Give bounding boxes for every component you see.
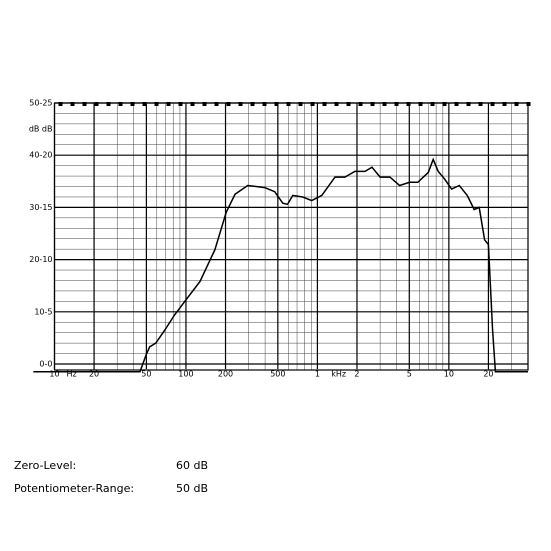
paper-mark bbox=[394, 102, 399, 106]
response-curve bbox=[33, 157, 528, 373]
paper-mark bbox=[274, 102, 279, 106]
paper-mark bbox=[178, 102, 183, 106]
x-tick-label: 100 bbox=[178, 370, 193, 379]
x-tick-label: 10 bbox=[444, 370, 454, 379]
x-unit: Hz bbox=[67, 370, 77, 379]
range-label: Potentiometer-Range: bbox=[14, 482, 135, 495]
paper-mark bbox=[82, 102, 87, 106]
paper-mark bbox=[514, 102, 519, 106]
paper-mark bbox=[286, 102, 291, 106]
paper-mark bbox=[406, 102, 411, 106]
x-tick-label: 20 bbox=[89, 370, 99, 379]
paper-mark bbox=[226, 102, 231, 106]
paper-mark bbox=[370, 102, 375, 106]
paper-mark bbox=[466, 102, 471, 106]
x-tick-label: 2 bbox=[354, 370, 359, 379]
paper-mark bbox=[442, 102, 447, 106]
zero-level-value: 60 dB bbox=[176, 459, 209, 472]
paper-mark bbox=[166, 102, 171, 106]
x-tick-label: 20 bbox=[483, 370, 493, 379]
paper-mark bbox=[202, 102, 207, 106]
x-tick-label: 200 bbox=[218, 370, 233, 379]
paper-mark bbox=[454, 102, 459, 106]
paper-mark bbox=[70, 102, 75, 106]
paper-mark bbox=[310, 102, 315, 106]
x-tick-label: 10 bbox=[49, 370, 59, 379]
y-unit: dB dB bbox=[29, 125, 53, 134]
x-tick-label: 500 bbox=[270, 370, 285, 379]
chart: 0-0 10-5 20-10 30-15 40-20 50-25 dB dB 10 20 50 10… bbox=[29, 99, 531, 380]
x-unit: kHz bbox=[331, 370, 346, 379]
paper-mark bbox=[154, 102, 159, 106]
paper-mark bbox=[526, 102, 531, 106]
paper-mark bbox=[238, 102, 243, 106]
paper-mark bbox=[382, 102, 387, 106]
paper-mark bbox=[142, 102, 147, 106]
paper-mark bbox=[262, 102, 267, 106]
y-tick-label: 50-25 bbox=[29, 99, 52, 108]
paper-mark bbox=[106, 102, 111, 106]
paper-mark bbox=[334, 102, 339, 106]
paper-mark bbox=[250, 102, 255, 106]
y-tick-label: 0-0 bbox=[39, 360, 52, 369]
y-tick-label: 30-15 bbox=[29, 203, 52, 212]
range-value: 50 dB bbox=[176, 482, 209, 495]
zero-level-label: Zero-Level: bbox=[14, 459, 77, 472]
paper-mark bbox=[322, 102, 327, 106]
paper-mark bbox=[430, 102, 435, 106]
y-tick-label: 20-10 bbox=[29, 255, 52, 264]
paper-mark bbox=[502, 102, 507, 106]
paper-mark bbox=[94, 102, 99, 106]
plot-frame bbox=[53, 102, 529, 371]
paper-mark bbox=[130, 102, 135, 106]
paper-mark bbox=[58, 102, 63, 106]
paper-mark bbox=[358, 102, 363, 106]
paper-mark bbox=[478, 102, 483, 106]
paper-mark bbox=[190, 102, 195, 106]
y-tick-label: 40-20 bbox=[29, 151, 52, 160]
paper-mark bbox=[118, 102, 123, 106]
paper-mark bbox=[214, 102, 219, 106]
y-tick-label: 10-5 bbox=[34, 307, 52, 316]
paper-mark bbox=[346, 102, 351, 106]
x-tick-label: 5 bbox=[407, 370, 412, 379]
paper-mark bbox=[490, 102, 495, 106]
x-tick-label: 50 bbox=[141, 370, 151, 379]
x-tick-label: 1 bbox=[315, 370, 320, 379]
paper-mark bbox=[418, 102, 423, 106]
paper-mark bbox=[298, 102, 303, 106]
